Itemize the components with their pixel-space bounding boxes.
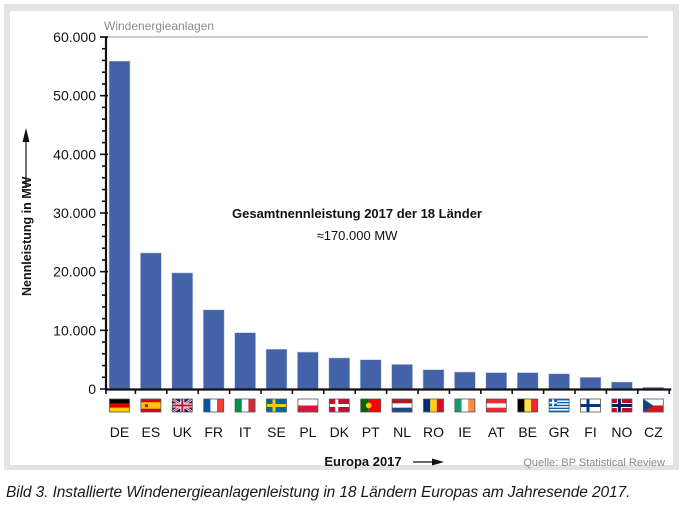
flag-gr-icon — [548, 398, 570, 413]
bar-pt — [359, 359, 382, 390]
bar-gr — [548, 373, 570, 390]
x-tick-label: SE — [267, 424, 286, 440]
x-tick-label: AT — [488, 424, 505, 440]
y-tick-label: 0 — [88, 381, 96, 397]
x-axis-label: Europa 2017 — [324, 454, 401, 469]
y-tick-label: 40.000 — [53, 146, 96, 162]
bar-uk — [171, 272, 194, 390]
flag-se-icon — [266, 398, 287, 413]
flag-be-icon — [517, 398, 539, 413]
y-axis-label: Nennleistung in MW — [20, 176, 34, 296]
x-tick-label: IT — [239, 424, 252, 440]
flag-de-icon — [109, 398, 130, 413]
annotation-value: ≈170.000 MW — [317, 228, 399, 243]
x-tick-label: FR — [204, 424, 223, 440]
chart-title: Windenergieanlagen — [104, 19, 214, 33]
bar-it — [234, 332, 256, 390]
bar-ie — [454, 371, 476, 390]
bar-nl — [391, 364, 413, 390]
annotation-title: Gesamtnennleistung 2017 der 18 Länder — [232, 206, 482, 221]
bar-dk — [328, 357, 351, 390]
flag-ro-icon — [423, 398, 444, 413]
bar-at — [485, 372, 508, 390]
bar-chart: Windenergieanlagen 0 10.000 20.000 30.000 40… — [20, 19, 672, 469]
y-tick-label: 20.000 — [53, 264, 96, 280]
x-tick-label: ES — [142, 424, 161, 440]
x-tick-label: PT — [362, 424, 380, 440]
x-tick-label: DE — [110, 424, 129, 440]
y-axis-ticks: 0 10.000 20.000 30.000 40.000 50.000 60.000 — [53, 29, 108, 397]
x-tick-label: BE — [518, 424, 537, 440]
x-tick-label: NO — [611, 424, 632, 440]
flags — [109, 397, 664, 414]
figure-caption: Bild 3. Installierte Windenergieanlagenl… — [6, 484, 631, 501]
x-axis — [105, 388, 672, 394]
flag-cz-icon — [642, 398, 664, 413]
y-tick-label: 10.000 — [53, 322, 96, 338]
flag-pl-icon — [297, 398, 319, 413]
bar-de — [108, 60, 131, 390]
x-tick-label: DK — [330, 424, 350, 440]
flag-ie-icon — [454, 398, 476, 413]
x-tick-label: NL — [393, 424, 411, 440]
flag-fr-icon — [203, 398, 225, 413]
y-axis-arrow-icon — [22, 128, 30, 142]
flag-es-icon — [140, 398, 162, 413]
bar-pl — [297, 351, 319, 390]
flag-it-icon — [234, 398, 256, 413]
bar-be — [516, 372, 539, 390]
bar-ro — [422, 369, 445, 390]
flag-pt-icon — [360, 398, 382, 413]
x-tick-label: PL — [299, 424, 316, 440]
flag-dk-icon — [328, 398, 350, 413]
y-tick-label: 30.000 — [53, 205, 96, 221]
x-tick-label: IE — [458, 424, 471, 440]
y-tick-label: 60.000 — [53, 29, 96, 45]
bar-es — [140, 252, 162, 390]
bar-fr — [202, 309, 225, 390]
bar-se — [265, 348, 288, 390]
flag-at-icon — [485, 398, 507, 413]
flag-uk-icon — [171, 397, 193, 414]
x-axis-arrow-icon — [432, 458, 444, 466]
flag-no-icon — [611, 398, 633, 413]
bar-no — [611, 381, 633, 390]
y-tick-label: 50.000 — [53, 88, 96, 104]
x-tick-label: GR — [549, 424, 570, 440]
flag-fi-icon — [580, 398, 601, 413]
source-note: Quelle: BP Statistical Review — [523, 457, 665, 469]
x-tick-label: UK — [173, 424, 193, 440]
x-tick-label: FI — [584, 424, 596, 440]
bars — [108, 60, 665, 390]
x-tick-labels: DE ES UK FR IT SE PL DK PT NL RO IE AT BE GR FI NO CZ — [110, 424, 663, 440]
flag-nl-icon — [391, 398, 413, 413]
x-tick-label: RO — [423, 424, 444, 440]
x-tick-label: CZ — [644, 424, 663, 440]
bar-fi — [579, 376, 602, 390]
